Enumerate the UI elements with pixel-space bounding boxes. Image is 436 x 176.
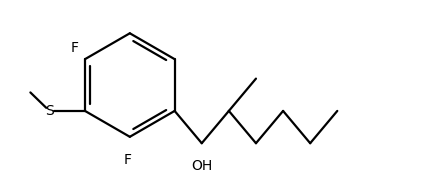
Text: F: F	[124, 153, 132, 167]
Text: F: F	[70, 41, 78, 55]
Text: OH: OH	[191, 159, 212, 173]
Text: S: S	[45, 104, 54, 118]
